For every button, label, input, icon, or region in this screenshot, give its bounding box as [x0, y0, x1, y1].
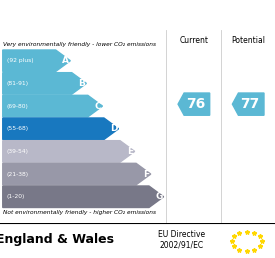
Text: F: F	[143, 170, 149, 179]
Text: C: C	[95, 102, 101, 111]
Text: (92 plus): (92 plus)	[7, 58, 34, 63]
Text: (21-38): (21-38)	[7, 172, 29, 176]
Text: Current: Current	[179, 36, 208, 45]
FancyArrow shape	[3, 141, 135, 162]
Text: (39-54): (39-54)	[7, 149, 29, 154]
Text: (55-68): (55-68)	[7, 126, 29, 131]
Text: (1-20): (1-20)	[7, 194, 25, 199]
FancyArrow shape	[3, 163, 151, 185]
FancyArrow shape	[3, 95, 103, 117]
FancyArrow shape	[3, 186, 164, 207]
Text: A: A	[62, 56, 69, 65]
Text: B: B	[79, 79, 86, 88]
Text: Not environmentally friendly - higher CO₂ emissions: Not environmentally friendly - higher CO…	[3, 210, 156, 215]
FancyArrow shape	[3, 118, 119, 140]
FancyArrow shape	[3, 73, 86, 94]
Text: D: D	[111, 124, 118, 133]
FancyArrow shape	[232, 93, 264, 115]
Text: E: E	[127, 147, 133, 156]
Text: 76: 76	[186, 97, 205, 111]
Text: England & Wales: England & Wales	[0, 233, 114, 246]
Text: G: G	[156, 192, 163, 201]
FancyArrow shape	[3, 50, 70, 71]
Text: Environmental Impact (CO₂) Rating: Environmental Impact (CO₂) Rating	[21, 8, 254, 21]
FancyArrow shape	[178, 93, 210, 115]
Text: Very environmentally friendly - lower CO₂ emissions: Very environmentally friendly - lower CO…	[3, 42, 156, 47]
Text: 77: 77	[240, 97, 259, 111]
Text: EU Directive
2002/91/EC: EU Directive 2002/91/EC	[158, 230, 205, 249]
Text: (69-80): (69-80)	[7, 103, 29, 109]
Text: Potential: Potential	[231, 36, 265, 45]
Text: (81-91): (81-91)	[7, 81, 29, 86]
